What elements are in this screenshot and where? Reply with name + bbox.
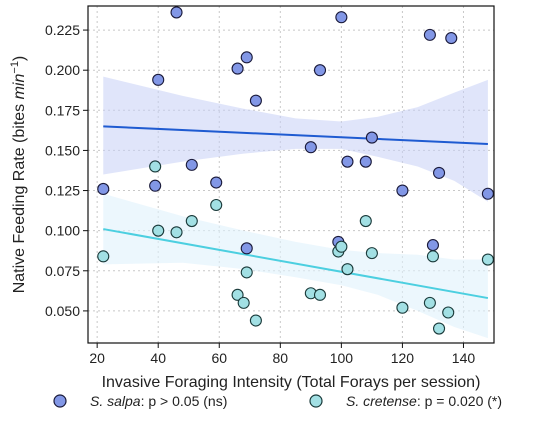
data-point-cretense <box>170 226 183 239</box>
data-point-salpa <box>249 94 262 107</box>
data-point-salpa <box>359 155 372 168</box>
y-axis-label-main: Native Feeding Rate (bites <box>11 99 28 293</box>
y-axis-ticks: 0.050 0.075 0.100 0.125 0.150 0.175 0.200 0.225 <box>45 22 88 319</box>
data-point-cretense <box>335 240 348 253</box>
y-tick-label: 0.225 <box>45 22 80 38</box>
fit-line-salpa <box>103 125 488 146</box>
data-point-salpa <box>445 32 458 45</box>
legend-item-cretense: S. cretense: p = 0.020 (*) <box>309 393 502 409</box>
y-tick-label: 0.175 <box>45 102 80 118</box>
fit-lines <box>103 125 489 300</box>
legend-species-salpa: S. salpa <box>90 393 141 409</box>
data-point-salpa <box>240 51 253 64</box>
y-axis-label-unit: min <box>11 74 28 100</box>
data-point-salpa <box>481 187 494 200</box>
data-point-salpa <box>97 182 110 195</box>
x-axis-ticks: 20 40 60 80 100 120 140 <box>89 343 475 366</box>
legend-marker-salpa <box>53 394 67 408</box>
y-tick-label: 0.050 <box>45 303 80 319</box>
data-point-cretense <box>365 247 378 260</box>
x-tick-label: 80 <box>273 350 289 366</box>
x-tick-label: 20 <box>89 350 105 366</box>
data-point-cretense <box>231 288 244 301</box>
data-point-salpa <box>313 64 327 77</box>
x-tick-label: 40 <box>150 350 166 366</box>
y-tick-label: 0.200 <box>45 62 80 78</box>
legend-label-salpa: S. salpa: p > 0.05 (ns) <box>90 393 227 409</box>
y-tick-label: 0.125 <box>45 183 80 199</box>
y-axis-label-close: ) <box>11 56 28 61</box>
data-point-salpa <box>423 28 436 41</box>
data-point-cretense <box>341 263 354 276</box>
data-point-cretense <box>442 306 455 319</box>
data-point-cretense <box>149 160 162 173</box>
data-point-cretense <box>481 253 494 266</box>
legend: S. salpa: p > 0.05 (ns) S. cretense: p =… <box>53 393 502 409</box>
x-tick-label: 120 <box>391 350 415 366</box>
confidence-band-cretense <box>103 193 488 339</box>
plot-frame <box>87 5 495 344</box>
data-point-cretense <box>210 198 223 212</box>
y-tick-label: 0.075 <box>45 263 80 279</box>
data-point-salpa <box>304 141 317 154</box>
data-point-salpa <box>240 242 253 255</box>
data-point-cretense <box>423 296 436 309</box>
data-point-salpa <box>365 131 378 144</box>
x-tick-label: 60 <box>211 350 227 366</box>
data-point-cretense <box>313 288 327 301</box>
data-point-salpa <box>396 184 409 197</box>
fit-line-cretense <box>103 228 489 300</box>
data-point-cretense <box>237 296 250 309</box>
x-axis-label: Invasive Foraging Intensity (Total Foray… <box>102 374 481 391</box>
data-point-cretense <box>240 266 253 279</box>
data-point-salpa <box>335 11 348 24</box>
legend-item-salpa: S. salpa: p > 0.05 (ns) <box>53 393 227 409</box>
data-point-cretense <box>185 214 198 228</box>
legend-label-cretense: S. cretense: p = 0.020 (*) <box>346 393 502 409</box>
confidence-band-salpa <box>103 76 488 202</box>
data-point-salpa <box>210 176 223 189</box>
y-axis-label-exponent: −1 <box>9 61 21 74</box>
data-point-salpa <box>341 155 354 168</box>
data-point-cretense <box>249 314 262 327</box>
data-point-salpa <box>231 62 244 75</box>
data-point-cretense <box>359 214 372 228</box>
data-point-salpa <box>152 73 165 86</box>
legend-species-cretense: S. cretense <box>346 393 417 409</box>
confidence-bands <box>103 76 488 339</box>
data-point-salpa <box>433 166 446 179</box>
data-point-cretense <box>152 224 165 237</box>
y-tick-label: 0.150 <box>45 142 80 158</box>
data-point-cretense <box>426 250 439 263</box>
data-point-cretense <box>396 301 409 314</box>
data-point-salpa <box>170 6 183 19</box>
data-point-cretense <box>97 250 110 263</box>
y-tick-label: 0.100 <box>45 223 80 239</box>
data-points <box>97 6 494 335</box>
x-tick-label: 140 <box>452 350 476 366</box>
data-point-salpa <box>426 239 439 252</box>
y-axis-label: Native Feeding Rate (bites min−1) <box>9 56 28 294</box>
legend-stat-salpa: : p > 0.05 (ns) <box>141 393 228 409</box>
legend-marker-cretense <box>309 394 323 408</box>
legend-stat-cretense: : p = 0.020 (*) <box>417 393 502 409</box>
data-point-cretense <box>433 322 446 335</box>
data-point-salpa <box>185 158 198 171</box>
data-point-salpa <box>149 179 162 192</box>
x-tick-label: 100 <box>330 350 354 366</box>
